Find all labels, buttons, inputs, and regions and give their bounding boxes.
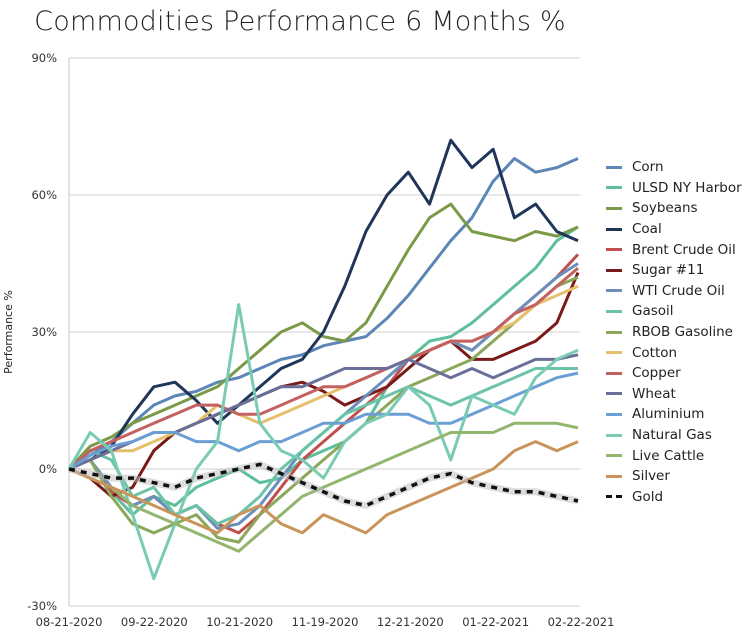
x-tick-label: 11-19-2020 bbox=[292, 615, 359, 629]
series-line-copper bbox=[68, 266, 579, 471]
legend-label: Coal bbox=[632, 221, 662, 238]
series-line-rbob-gasoline bbox=[68, 275, 579, 544]
legend-item: ULSD NY Harbor bbox=[606, 178, 742, 199]
series-lines bbox=[67, 138, 580, 581]
y-tick-label: 30% bbox=[31, 325, 57, 339]
legend-item: Soybeans bbox=[606, 198, 742, 219]
legend-swatch bbox=[606, 289, 622, 293]
legend-item: RBOB Gasoline bbox=[606, 322, 742, 343]
legend-swatch bbox=[606, 330, 622, 334]
legend-swatch bbox=[606, 248, 622, 252]
x-tick-label: 08-21-2020 bbox=[36, 615, 103, 629]
legend-item: Copper bbox=[606, 363, 742, 384]
series-line-live-cattle bbox=[68, 421, 579, 553]
legend-label: Gold bbox=[632, 488, 664, 505]
legend-swatch bbox=[606, 392, 622, 396]
series-line-corn bbox=[68, 157, 579, 471]
legend-label: Natural Gas bbox=[632, 427, 712, 444]
x-tick-label: 02-22-2021 bbox=[548, 615, 615, 629]
legend-label: Corn bbox=[632, 159, 664, 176]
legend-label: ULSD NY Harbor bbox=[632, 179, 742, 196]
x-tick-label: 09-22-2020 bbox=[121, 615, 188, 629]
y-tick-label: -30% bbox=[27, 599, 57, 613]
series-line-sugar-11 bbox=[68, 272, 580, 498]
legend-label: Sugar #11 bbox=[632, 262, 705, 279]
legend-item: WTI Crude Oil bbox=[606, 281, 742, 302]
chart-title: Commodities Performance 6 Months % bbox=[34, 6, 566, 37]
legend-swatch bbox=[606, 433, 622, 437]
legend-item: Silver bbox=[606, 466, 742, 487]
legend-item: Cotton bbox=[606, 342, 742, 363]
y-axis-label: Performance % bbox=[2, 290, 15, 374]
legend-item: Live Cattle bbox=[606, 445, 742, 466]
legend-swatch bbox=[606, 227, 622, 231]
legend-label: Silver bbox=[632, 468, 670, 485]
legend-label: Copper bbox=[632, 365, 681, 382]
series-line-gasoil bbox=[68, 367, 578, 526]
x-tick-labels: 08-21-2020 09-22-2020 10-21-2020 11-19-2020… bbox=[36, 615, 615, 629]
legend-swatch bbox=[606, 371, 622, 375]
legend-label: Wheat bbox=[632, 385, 676, 402]
legend-swatch bbox=[606, 474, 622, 478]
legend-label: Aluminium bbox=[632, 406, 705, 423]
chart-legend: Corn ULSD NY Harbor Soybeans Coal Brent Crud… bbox=[606, 157, 742, 507]
legend-swatch bbox=[606, 454, 622, 458]
legend-swatch bbox=[606, 495, 622, 499]
series-line-natural-gas bbox=[67, 303, 579, 581]
x-tick-label: 01-22-2021 bbox=[462, 615, 529, 629]
legend-item: Wheat bbox=[606, 384, 742, 405]
series-line-ulsd-ny-harbor bbox=[68, 225, 579, 517]
legend-item: Coal bbox=[606, 219, 742, 240]
legend-label: RBOB Gasoline bbox=[632, 324, 733, 341]
legend-item: Gold bbox=[606, 487, 742, 508]
legend-swatch bbox=[606, 412, 622, 416]
y-tick-labels: -30% 0% 30% 60% 90% bbox=[27, 51, 57, 613]
legend-item: Corn bbox=[606, 157, 742, 178]
legend-label: Brent Crude Oil bbox=[632, 241, 736, 258]
series-line-soybeans bbox=[67, 202, 579, 471]
legend-swatch bbox=[606, 186, 622, 190]
x-tick-label: 12-21-2020 bbox=[377, 615, 444, 629]
y-tick-label: 60% bbox=[31, 188, 57, 202]
legend-item: Gasoil bbox=[606, 301, 742, 322]
y-tick-label: 0% bbox=[39, 462, 57, 476]
legend-label: Soybeans bbox=[632, 200, 698, 217]
series-line-silver bbox=[68, 440, 579, 535]
y-tick-label: 90% bbox=[31, 51, 57, 65]
legend-swatch bbox=[606, 309, 622, 313]
legend-item: Aluminium bbox=[606, 404, 742, 425]
series-line-coal bbox=[68, 138, 579, 471]
x-tick-label: 10-21-2020 bbox=[206, 615, 273, 629]
legend-label: WTI Crude Oil bbox=[632, 282, 725, 299]
legend-swatch bbox=[606, 206, 622, 210]
legend-swatch bbox=[606, 165, 622, 169]
legend-label: Live Cattle bbox=[632, 447, 705, 464]
legend-item: Sugar #11 bbox=[606, 260, 742, 281]
legend-label: Cotton bbox=[632, 344, 678, 361]
legend-swatch bbox=[606, 351, 622, 355]
legend-item: Brent Crude Oil bbox=[606, 239, 742, 260]
series-line-gold bbox=[68, 462, 579, 508]
legend-label: Gasoil bbox=[632, 303, 674, 320]
legend-item: Natural Gas bbox=[606, 425, 742, 446]
legend-swatch bbox=[606, 268, 622, 272]
